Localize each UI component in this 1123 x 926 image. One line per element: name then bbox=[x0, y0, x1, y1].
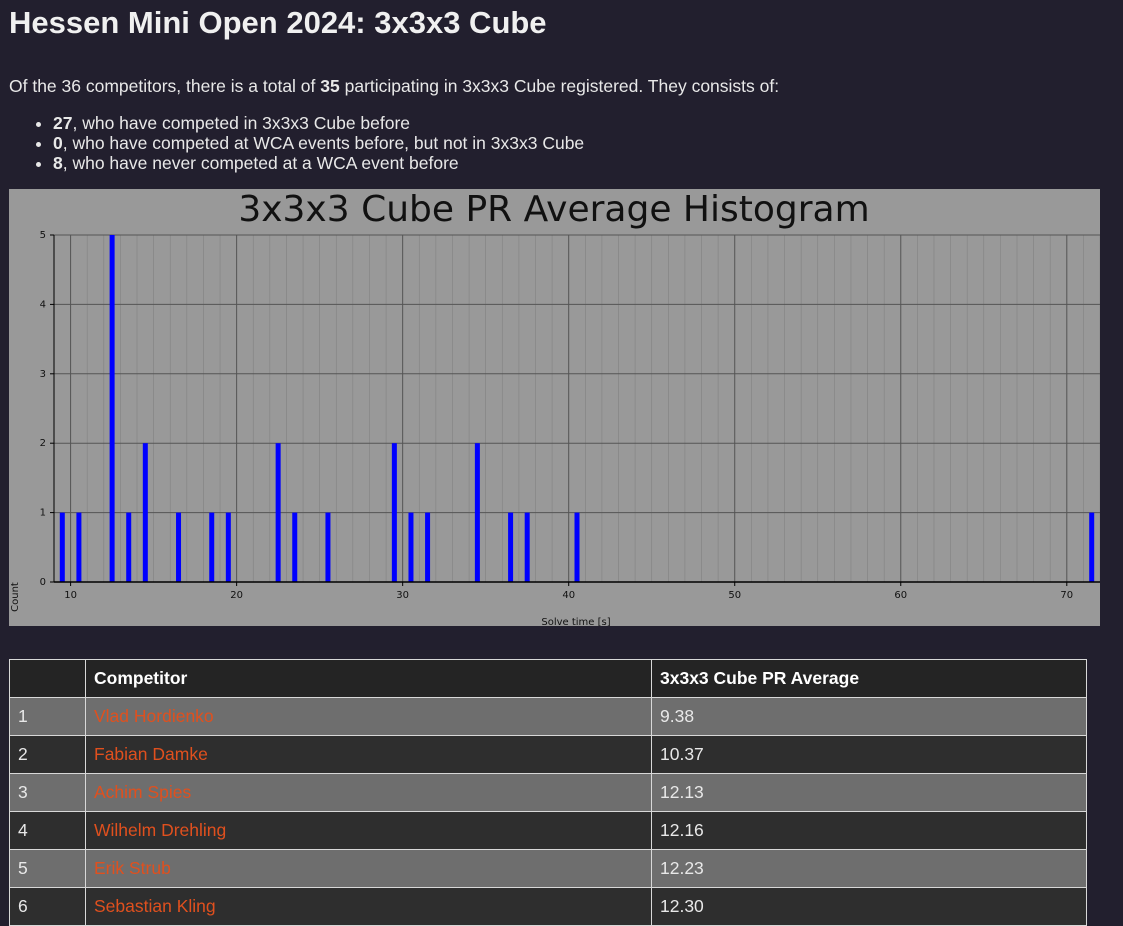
average-header: 3x3x3 Cube PR Average bbox=[651, 659, 1087, 698]
histogram-bar bbox=[142, 443, 148, 582]
competitor-header: Competitor bbox=[85, 659, 652, 698]
table-row: 2 Fabian Damke 10.37 bbox=[9, 735, 1087, 774]
average-cell: 9.38 bbox=[651, 697, 1087, 736]
histogram-bar bbox=[508, 512, 514, 582]
average-cell: 12.13 bbox=[651, 773, 1087, 812]
x-tick-label: 70 bbox=[1060, 590, 1073, 601]
histogram-bar bbox=[425, 512, 431, 582]
histogram-bar bbox=[391, 443, 397, 582]
x-tick-label: 50 bbox=[728, 590, 741, 601]
competitor-link[interactable]: Fabian Damke bbox=[94, 744, 208, 764]
histogram-svg: 10 20 30 40 50 60 70 0 1 2 3 4 5 3x3x3 Cube PR Avera… bbox=[9, 189, 1100, 626]
histogram-bar bbox=[76, 512, 82, 582]
x-tick-label: 30 bbox=[396, 590, 409, 601]
histogram-bar bbox=[59, 512, 65, 582]
rank-cell: 4 bbox=[9, 811, 86, 850]
breakdown-item: 27, who have competed in 3x3x3 Cube befo… bbox=[53, 113, 1114, 133]
breakdown-count: 0 bbox=[53, 133, 63, 153]
histogram-bar bbox=[176, 512, 182, 582]
average-cell: 12.23 bbox=[651, 849, 1087, 888]
histogram-bar bbox=[109, 235, 115, 582]
breakdown-count: 27 bbox=[53, 113, 73, 133]
y-tick-label: 4 bbox=[40, 299, 46, 310]
x-tick-label: 10 bbox=[64, 590, 77, 601]
y-axis-label: Count bbox=[10, 582, 21, 612]
x-tick-label: 40 bbox=[562, 590, 575, 601]
histogram-bar bbox=[1089, 512, 1095, 582]
table-header-row: Competitor 3x3x3 Cube PR Average bbox=[9, 659, 1087, 698]
summary-count: 35 bbox=[320, 76, 340, 96]
summary-suffix: participating in 3x3x3 Cube registered. … bbox=[339, 76, 780, 96]
competitor-cell: Achim Spies bbox=[85, 773, 652, 812]
chart-title: 3x3x3 Cube PR Average Histogram bbox=[238, 189, 869, 230]
registration-summary: Of the 36 competitors, there is a total … bbox=[9, 75, 1114, 97]
competitor-link[interactable]: Sebastian Kling bbox=[94, 896, 216, 916]
competitor-cell: Vlad Hordienko bbox=[85, 697, 652, 736]
breakdown-item: 0, who have competed at WCA events befor… bbox=[53, 133, 1114, 153]
page-title: Hessen Mini Open 2024: 3x3x3 Cube bbox=[9, 5, 547, 40]
competitor-link[interactable]: Vlad Hordienko bbox=[94, 706, 214, 726]
y-tick-label: 2 bbox=[40, 438, 46, 449]
average-cell: 12.16 bbox=[651, 811, 1087, 850]
histogram-bar bbox=[574, 512, 580, 582]
y-tick-label: 1 bbox=[40, 508, 46, 519]
chart-background bbox=[9, 189, 1100, 626]
table-row: 5 Erik Strub 12.23 bbox=[9, 849, 1087, 888]
average-cell: 10.37 bbox=[651, 735, 1087, 774]
histogram-bar bbox=[408, 512, 414, 582]
histogram-chart: 10 20 30 40 50 60 70 0 1 2 3 4 5 3x3x3 Cube PR Avera… bbox=[9, 189, 1100, 626]
y-tick-label: 0 bbox=[40, 577, 46, 588]
histogram-bar bbox=[325, 512, 331, 582]
breakdown-text: , who have competed at WCA events before… bbox=[62, 133, 585, 153]
table-row: 6 Sebastian Kling 12.30 bbox=[9, 887, 1087, 926]
breakdown-text: , who have competed in 3x3x3 Cube before bbox=[72, 113, 411, 133]
competitor-link[interactable]: Wilhelm Drehling bbox=[94, 820, 227, 840]
rank-cell: 6 bbox=[9, 887, 86, 926]
rank-cell: 2 bbox=[9, 735, 86, 774]
breakdown-count: 8 bbox=[53, 153, 63, 173]
average-cell: 12.30 bbox=[651, 887, 1087, 926]
histogram-bar bbox=[524, 512, 530, 582]
histogram-bar bbox=[474, 443, 480, 582]
histogram-bar bbox=[292, 512, 298, 582]
rank-cell: 1 bbox=[9, 697, 86, 736]
competitor-cell: Erik Strub bbox=[85, 849, 652, 888]
histogram-bar bbox=[225, 512, 231, 582]
histogram-bar bbox=[126, 512, 132, 582]
breakdown-item: 8, who have never competed at a WCA even… bbox=[53, 153, 1114, 173]
histogram-bar bbox=[209, 512, 215, 582]
competitor-cell: Fabian Damke bbox=[85, 735, 652, 774]
results-table: Competitor 3x3x3 Cube PR Average 1 Vlad … bbox=[9, 659, 1087, 926]
competitor-link[interactable]: Achim Spies bbox=[94, 782, 192, 802]
rank-header bbox=[9, 659, 86, 698]
competitor-cell: Wilhelm Drehling bbox=[85, 811, 652, 850]
x-axis-label: Solve time [s] bbox=[541, 617, 610, 626]
table-row: 4 Wilhelm Drehling 12.16 bbox=[9, 811, 1087, 850]
histogram-bar bbox=[275, 443, 281, 582]
x-tick-label: 20 bbox=[230, 590, 243, 601]
rank-cell: 5 bbox=[9, 849, 86, 888]
y-tick-label: 5 bbox=[40, 230, 46, 241]
competitor-link[interactable]: Erik Strub bbox=[94, 858, 171, 878]
y-tick-label: 3 bbox=[40, 369, 46, 380]
summary-prefix: Of the 36 competitors, there is a total … bbox=[9, 76, 321, 96]
x-tick-label: 60 bbox=[894, 590, 907, 601]
competitor-cell: Sebastian Kling bbox=[85, 887, 652, 926]
rank-cell: 3 bbox=[9, 773, 86, 812]
breakdown-text: , who have never competed at a WCA event… bbox=[62, 153, 459, 173]
table-row: 1 Vlad Hordienko 9.38 bbox=[9, 697, 1087, 736]
table-row: 3 Achim Spies 12.13 bbox=[9, 773, 1087, 812]
competitor-breakdown: 27, who have competed in 3x3x3 Cube befo… bbox=[9, 113, 1114, 173]
